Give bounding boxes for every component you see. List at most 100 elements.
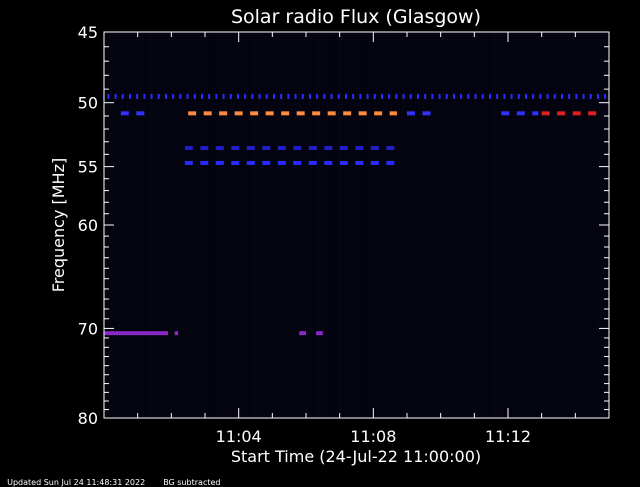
x-tick-label: 11:12: [485, 427, 531, 446]
feature-dash: [370, 160, 379, 165]
feature-dash: [374, 111, 383, 116]
feature-tick: [107, 93, 110, 99]
feature-tick: [388, 93, 391, 99]
noise-streak: [553, 32, 554, 418]
noise-streak: [543, 32, 544, 418]
noise-streak: [227, 32, 228, 418]
noise-streak: [183, 32, 184, 418]
noise-streak: [549, 32, 550, 418]
noise-streak: [425, 32, 426, 418]
noise-streak: [177, 32, 178, 418]
noise-streak: [175, 32, 176, 418]
noise-streak: [493, 32, 494, 418]
feature-dash: [215, 146, 224, 151]
y-tick-label: 45: [78, 23, 98, 42]
noise-streak: [529, 32, 530, 418]
feature-tick: [193, 93, 196, 99]
feature-tick: [258, 93, 261, 99]
noise-streak: [443, 32, 444, 418]
feature-tick: [150, 93, 153, 99]
noise-streak: [335, 32, 336, 418]
noise-streak: [283, 32, 284, 418]
feature-dash: [532, 111, 539, 116]
feature-tick: [510, 93, 513, 99]
noise-streak: [431, 32, 432, 418]
noise-streak: [345, 32, 346, 418]
noise-streak: [517, 32, 518, 418]
noise-streak: [189, 32, 190, 418]
feature-tick: [352, 93, 355, 99]
noise-streak: [437, 32, 438, 418]
noise-streak: [519, 32, 520, 418]
noise-streak: [373, 32, 374, 418]
noise-streak: [233, 32, 234, 418]
noise-streak: [417, 32, 418, 418]
feature-dash: [588, 111, 597, 116]
noise-streak: [313, 32, 314, 418]
noise-streak: [281, 32, 282, 418]
noise-streak: [497, 32, 498, 418]
noise-streak: [391, 32, 392, 418]
updated-timestamp: Updated Sun Jul 24 11:48:31 2022: [7, 478, 146, 487]
noise-streak: [257, 32, 258, 418]
noise-streak: [535, 32, 536, 418]
feature-dash: [389, 111, 397, 116]
noise-streak: [255, 32, 256, 418]
noise-streak: [263, 32, 264, 418]
noise-streak: [251, 32, 252, 418]
noise-streak: [287, 32, 288, 418]
noise-streak: [341, 32, 342, 418]
noise-streak: [467, 32, 468, 418]
bg-note: BG subtracted: [163, 478, 221, 487]
noise-streak: [591, 32, 592, 418]
chart-title: Solar radio Flux (Glasgow): [231, 6, 481, 28]
noise-streak: [537, 32, 538, 418]
noise-streak: [217, 32, 218, 418]
noise-streak: [181, 32, 182, 418]
noise-streak: [265, 32, 266, 418]
noise-streak: [379, 32, 380, 418]
noise-streak: [559, 32, 560, 418]
noise-streak: [301, 32, 302, 418]
feature-dash: [541, 111, 550, 116]
noise-streak: [403, 32, 404, 418]
feature-tick: [172, 93, 175, 99]
feature-dash: [184, 160, 193, 165]
feature-dash: [277, 160, 286, 165]
feature-dash: [136, 111, 145, 116]
noise-streak: [505, 32, 506, 418]
feature-tick: [244, 93, 247, 99]
noise-streak: [235, 32, 236, 418]
noise-streak: [547, 32, 548, 418]
noise-streak: [577, 32, 578, 418]
noise-streak: [385, 32, 386, 418]
noise-streak: [363, 32, 364, 418]
feature-tick: [524, 93, 527, 99]
noise-streak: [441, 32, 442, 418]
noise-streak: [485, 32, 486, 418]
noise-streak: [147, 32, 148, 418]
feature-dash: [324, 160, 333, 165]
noise-streak: [469, 32, 470, 418]
noise-streak: [127, 32, 128, 418]
noise-streak: [253, 32, 254, 418]
noise-streak: [527, 32, 528, 418]
noise-streak: [187, 32, 188, 418]
feature-dash: [262, 160, 271, 165]
noise-streak: [583, 32, 584, 418]
noise-streak: [193, 32, 194, 418]
noise-streak: [135, 32, 136, 418]
feature-tick: [402, 93, 405, 99]
noise-streak: [401, 32, 402, 418]
noise-streak: [371, 32, 372, 418]
noise-streak: [439, 32, 440, 418]
noise-streak: [329, 32, 330, 418]
noise-streak: [475, 32, 476, 418]
noise-streak: [415, 32, 416, 418]
noise-streak: [555, 32, 556, 418]
feature-dash: [215, 160, 224, 165]
noise-streak: [211, 32, 212, 418]
feature-tick: [121, 93, 124, 99]
noise-streak: [377, 32, 378, 418]
noise-streak: [521, 32, 522, 418]
